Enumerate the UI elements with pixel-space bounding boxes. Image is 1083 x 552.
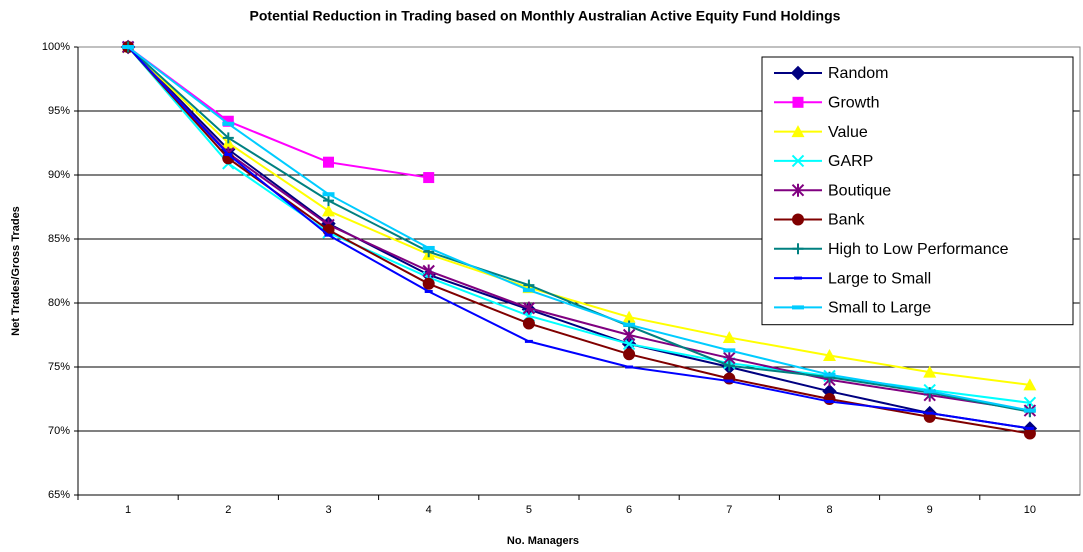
x-tick-label: 10: [1024, 504, 1036, 516]
y-tick-label: 90%: [48, 169, 70, 181]
marker: [792, 213, 804, 226]
marker: [1023, 378, 1037, 391]
marker: [723, 360, 735, 372]
x-tick-label: 4: [426, 504, 432, 516]
y-tick-label: 100%: [42, 41, 70, 53]
marker: [723, 348, 736, 353]
legend-label: Small to Large: [828, 300, 931, 317]
legend-label: Value: [828, 124, 868, 141]
y-tick-label: 80%: [48, 297, 70, 309]
marker: [323, 195, 334, 207]
marker: [623, 348, 636, 361]
marker: [925, 411, 934, 415]
series-line: [127, 46, 1031, 386]
marker: [722, 331, 736, 344]
marker: [791, 183, 805, 197]
x-tick-label: 2: [225, 504, 231, 516]
y-tick-label: 70%: [48, 425, 70, 437]
x-tick-label: 3: [325, 504, 331, 516]
series-line: [127, 46, 1031, 412]
marker: [1025, 426, 1034, 430]
x-tick-label: 6: [626, 504, 632, 516]
marker: [424, 289, 433, 293]
y-tick-label: 85%: [48, 233, 70, 245]
marker: [423, 172, 435, 184]
marker: [923, 365, 937, 378]
marker: [524, 339, 533, 343]
x-tick-label: 9: [927, 504, 933, 516]
series-line: [127, 46, 429, 179]
x-tick-label: 8: [826, 504, 832, 516]
series-line: [127, 46, 1031, 430]
marker: [324, 233, 333, 237]
y-tick-label: 75%: [48, 361, 70, 373]
chart-title: Potential Reduction in Trading based on …: [250, 8, 841, 24]
marker: [823, 372, 836, 377]
y-tick-label: 65%: [48, 489, 70, 501]
marker: [224, 153, 233, 157]
series-line: [127, 46, 1031, 430]
y-axis-title: Net Trades/Gross Trades: [10, 206, 22, 336]
marker: [823, 348, 836, 361]
marker: [1023, 427, 1036, 440]
x-tick-label: 7: [726, 504, 732, 516]
series-line: [127, 46, 1031, 412]
marker: [122, 45, 135, 49]
legend-label: High to Low Performance: [828, 241, 1009, 258]
y-tick-label: 95%: [48, 105, 70, 117]
legend-label: Bank: [828, 212, 865, 229]
marker: [322, 192, 335, 197]
marker: [923, 389, 936, 394]
marker: [792, 96, 804, 108]
marker: [222, 121, 235, 126]
legend-label: GARP: [828, 153, 873, 170]
marker: [422, 245, 435, 250]
x-tick-label: 5: [526, 504, 532, 516]
marker: [323, 156, 334, 168]
marker: [725, 379, 734, 383]
marker: [622, 310, 636, 323]
marker: [222, 132, 234, 144]
marker: [522, 317, 535, 330]
marker: [422, 264, 435, 278]
marker: [222, 115, 234, 127]
marker: [794, 276, 802, 280]
marker: [825, 400, 834, 404]
marker: [623, 322, 636, 327]
series-line: [127, 46, 1031, 413]
legend-label: Growth: [828, 95, 880, 112]
marker: [790, 65, 806, 81]
marker: [622, 337, 636, 351]
marker: [322, 204, 335, 217]
marker: [792, 243, 804, 255]
marker: [791, 125, 805, 138]
marker: [823, 393, 836, 405]
legend-label: Boutique: [828, 182, 891, 199]
x-axis-title: No. Managers: [507, 535, 579, 547]
legend: Random Growth Value GARP Boutique Bank High to…: [761, 56, 1074, 326]
x-tick-label: 1: [125, 504, 131, 516]
legend-label: Large to Small: [828, 270, 931, 287]
marker: [422, 277, 435, 290]
marker: [1023, 408, 1036, 413]
legend-label: Random: [828, 65, 888, 82]
marker: [792, 305, 804, 310]
marker: [522, 288, 535, 293]
marker: [791, 154, 805, 168]
marker: [625, 365, 634, 369]
marker: [522, 301, 536, 315]
